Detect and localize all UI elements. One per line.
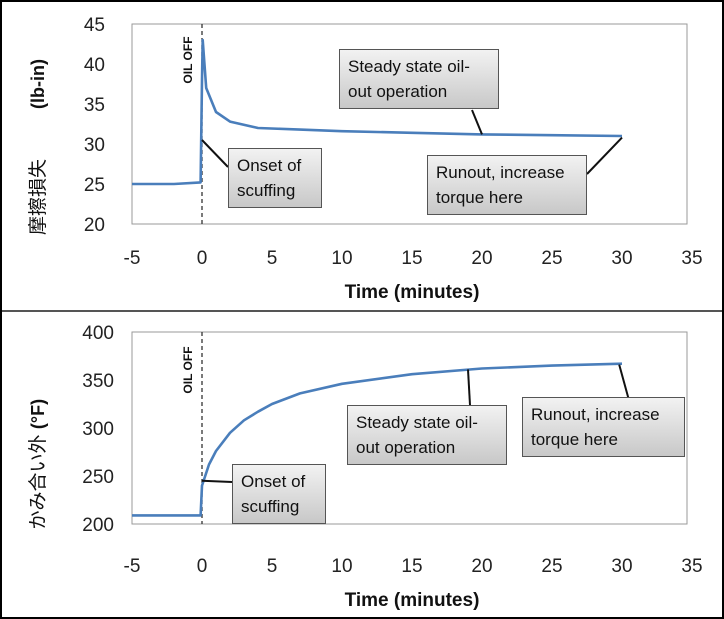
x-tick-label: 20	[471, 248, 492, 269]
callout-onset-bottom-line1: Onset of	[241, 472, 306, 491]
y-tick-label: 40	[84, 55, 105, 76]
y-tick-label: 200	[82, 515, 114, 536]
y-tick-label: 400	[82, 323, 114, 344]
callout-runout-top-line1: Runout, increase	[436, 163, 565, 182]
x-tick-label: -5	[124, 248, 141, 269]
callout-pointer-onset	[201, 479, 233, 483]
y-tick-label: 250	[82, 467, 114, 488]
y-tick-label: 35	[84, 95, 105, 116]
callout-steady-bottom-line1: Steady state oil-	[356, 413, 478, 432]
callout-onset-top: Onset of scuffing	[228, 148, 322, 208]
x-tick-label: 30	[611, 248, 632, 269]
y-axis-label-jp: かみ合い外	[27, 434, 49, 529]
x-axis-title: Time (minutes)	[345, 282, 480, 303]
callout-steady-top-line1: Steady state oil-	[348, 57, 470, 76]
x-tick-label: 0	[197, 556, 208, 577]
y-tick-label: 20	[84, 215, 105, 236]
callout-pointer-steady	[471, 109, 483, 135]
callout-onset-bottom-line2: scuffing	[241, 497, 300, 516]
y-tick-label: 30	[84, 135, 105, 156]
callout-pointer-steady	[467, 369, 471, 406]
callout-steady-top: Steady state oil- out operation	[339, 49, 499, 109]
x-tick-label: 10	[331, 248, 352, 269]
x-tick-label: 10	[331, 556, 352, 577]
oil-off-label: OIL OFF	[181, 36, 195, 83]
plot-frame-0	[131, 23, 688, 225]
callout-steady-bottom-line2: out operation	[356, 438, 456, 457]
y-unit-label: (°F)	[28, 399, 48, 429]
y-tick-label: 350	[82, 371, 114, 392]
x-tick-label: 15	[401, 248, 422, 269]
callout-runout-bottom-line1: Runout, increase	[531, 405, 660, 424]
callout-onset-top-line1: Onset of	[237, 156, 302, 175]
x-tick-label: -5	[124, 556, 141, 577]
oil-off-label: OIL OFF	[181, 346, 195, 393]
callout-steady-top-line2: out operation	[348, 82, 448, 101]
x-tick-label: 30	[611, 556, 632, 577]
callout-pointer-runout	[586, 136, 623, 175]
x-tick-label: 35	[681, 556, 702, 577]
y-tick-label: 45	[84, 15, 105, 36]
x-tick-label: 25	[541, 248, 562, 269]
y-tick-label: 25	[84, 175, 105, 196]
plot-frame-1	[131, 331, 688, 525]
x-tick-label: 35	[681, 248, 702, 269]
x-tick-label: 20	[471, 556, 492, 577]
x-tick-label: 5	[267, 556, 278, 577]
y-unit-label: (lb-in)	[28, 59, 48, 109]
x-tick-label: 25	[541, 556, 562, 577]
x-axis-title: Time (minutes)	[345, 590, 480, 611]
panel-divider	[2, 310, 722, 312]
x-tick-label: 15	[401, 556, 422, 577]
y-tick-label: 300	[82, 419, 114, 440]
callout-runout-bottom: Runout, increase torque here	[522, 397, 685, 457]
x-tick-label: 5	[267, 248, 278, 269]
callout-steady-bottom: Steady state oil- out operation	[347, 405, 507, 465]
callout-runout-top-line2: torque here	[436, 188, 523, 207]
callout-onset-bottom: Onset of scuffing	[232, 464, 326, 524]
callout-onset-top-line2: scuffing	[237, 181, 296, 200]
callout-runout-bottom-line2: torque here	[531, 430, 618, 449]
y-axis-label-jp: 摩擦損失	[27, 159, 49, 235]
x-tick-label: 0	[197, 248, 208, 269]
callout-runout-top: Runout, increase torque here	[427, 155, 587, 215]
callout-pointer-onset	[201, 139, 229, 168]
